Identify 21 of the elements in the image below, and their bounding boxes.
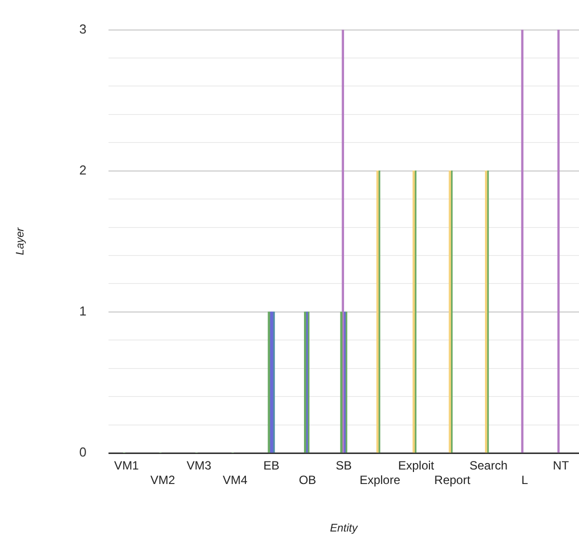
x-tick-label: VM4 bbox=[222, 472, 248, 487]
x-tick-label: Report bbox=[434, 472, 471, 487]
x-tick-label: L bbox=[521, 472, 528, 487]
x-tick-label: VM1 bbox=[114, 458, 140, 473]
bar bbox=[521, 30, 524, 453]
x-tick-label: VM3 bbox=[186, 458, 212, 473]
x-tick-label: Search bbox=[469, 458, 508, 473]
bar bbox=[340, 312, 342, 453]
x-tick-label: Exploit bbox=[398, 458, 435, 473]
y-tick-label: 1 bbox=[79, 304, 86, 319]
y-tick-label: 2 bbox=[79, 162, 86, 178]
x-tick-label: Explore bbox=[360, 472, 401, 487]
x-tick-label: EB bbox=[263, 458, 280, 473]
x-tick-label: NT bbox=[552, 458, 570, 473]
x-axis-title: Entity bbox=[330, 522, 359, 534]
x-tick-label: OB bbox=[298, 472, 316, 487]
y-axis-title: Layer bbox=[14, 226, 27, 256]
x-tick-label: VM2 bbox=[150, 472, 176, 487]
y-tick-label: 0 bbox=[79, 444, 86, 460]
y-tick-label: 3 bbox=[79, 21, 86, 36]
x-tick-label: SB bbox=[336, 458, 352, 473]
